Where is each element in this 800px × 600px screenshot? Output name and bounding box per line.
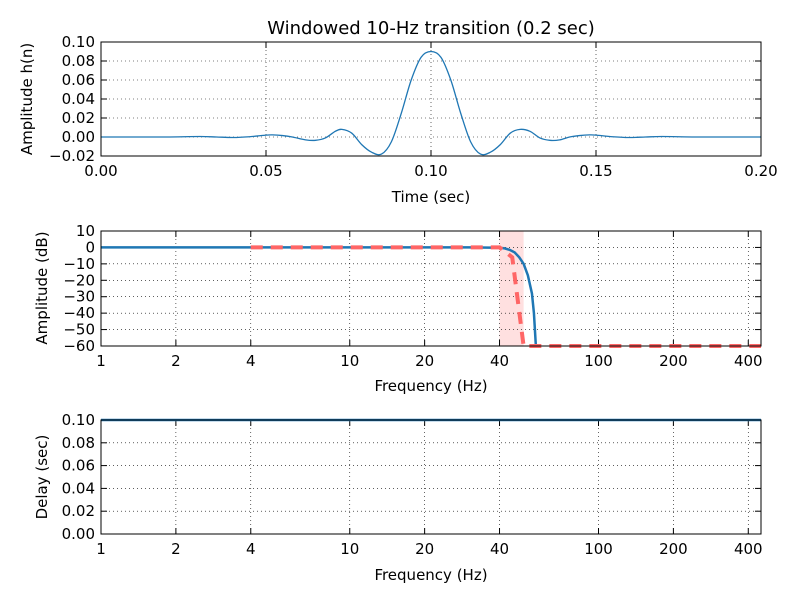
x-tick-label: 10 bbox=[340, 540, 359, 558]
y-tick-label: 0.04 bbox=[62, 479, 95, 497]
x-axis-label: Frequency (Hz) bbox=[374, 566, 487, 584]
x-tick-label: 1 bbox=[96, 540, 106, 558]
y-axis-label: Amplitude (dB) bbox=[33, 231, 51, 344]
x-tick-label: 4 bbox=[246, 540, 256, 558]
y-tick-label: −30 bbox=[63, 288, 95, 306]
y-tick-label: 0.08 bbox=[62, 52, 95, 70]
impulse-response-panel: Windowed 10-Hz transition (0.2 sec) 0.00… bbox=[18, 18, 778, 206]
x-tick-label: 2 bbox=[171, 352, 181, 370]
y-tick-label: 0.00 bbox=[62, 525, 95, 543]
plot-frame bbox=[100, 41, 762, 157]
y-tick-label: −60 bbox=[63, 337, 95, 355]
x-tick-label: 10 bbox=[340, 352, 359, 370]
x-tick-label: 0.05 bbox=[249, 162, 282, 180]
x-tick-label: 0.00 bbox=[84, 162, 117, 180]
y-tick-label: −20 bbox=[63, 271, 95, 289]
y-tick-label: 0.04 bbox=[62, 90, 95, 108]
y-tick-label: −0.02 bbox=[49, 147, 95, 165]
impulse-response-line bbox=[100, 50, 761, 156]
x-tick-label: 4 bbox=[246, 352, 256, 370]
x-tick-label: 40 bbox=[490, 352, 509, 370]
y-tick-label: −50 bbox=[63, 321, 95, 339]
y-tick-label: 0.10 bbox=[62, 33, 95, 51]
plot-frame bbox=[100, 230, 762, 347]
x-tick-label: 100 bbox=[584, 352, 613, 370]
y-axis-label: Amplitude h(n) bbox=[18, 43, 36, 155]
x-tick-label: 40 bbox=[490, 540, 509, 558]
chart-title: Windowed 10-Hz transition (0.2 sec) bbox=[267, 18, 595, 39]
y-tick-label: 0.08 bbox=[62, 434, 95, 452]
x-tick-label: 20 bbox=[415, 540, 434, 558]
x-tick-label: 0.20 bbox=[744, 162, 777, 180]
y-tick-label: 0.00 bbox=[62, 128, 95, 146]
y-tick-label: 0.10 bbox=[62, 411, 95, 429]
x-tick-label: 200 bbox=[659, 540, 688, 558]
y-tick-label: −10 bbox=[63, 255, 95, 273]
x-axis-label: Time (sec) bbox=[391, 188, 470, 206]
y-tick-label: 0.02 bbox=[62, 502, 95, 520]
x-tick-label: 100 bbox=[584, 540, 613, 558]
x-axis-label: Frequency (Hz) bbox=[374, 377, 487, 395]
x-tick-label: 400 bbox=[734, 352, 763, 370]
y-tick-label: 0.02 bbox=[62, 109, 95, 127]
y-tick-label: 0.06 bbox=[62, 457, 95, 475]
magnitude-response-panel: 1 2 4 10 20 40 100 200 400100−10−20−30−40−50−60 … bbox=[33, 222, 763, 395]
x-tick-label: 0.10 bbox=[414, 162, 447, 180]
ideal-response-line bbox=[250, 245, 761, 348]
y-axis-label: Delay (sec) bbox=[33, 435, 51, 520]
y-tick-label: 10 bbox=[76, 222, 95, 240]
y-tick-label: −40 bbox=[63, 304, 95, 322]
plot-frame bbox=[100, 419, 762, 535]
y-tick-label: 0 bbox=[85, 238, 95, 256]
x-tick-label: 200 bbox=[659, 352, 688, 370]
x-tick-label: 0.15 bbox=[579, 162, 612, 180]
delay-panel: 1 2 4 10 20 40 100 200 400 0.10 0.08 0.06 0.04 0.02 0.… bbox=[33, 411, 763, 584]
magnitude-response-line bbox=[101, 246, 538, 347]
x-tick-label: 400 bbox=[734, 540, 763, 558]
x-tick-label: 2 bbox=[171, 540, 181, 558]
x-tick-label: 20 bbox=[415, 352, 434, 370]
x-tick-label: 1 bbox=[96, 352, 106, 370]
y-tick-label: 0.06 bbox=[62, 71, 95, 89]
